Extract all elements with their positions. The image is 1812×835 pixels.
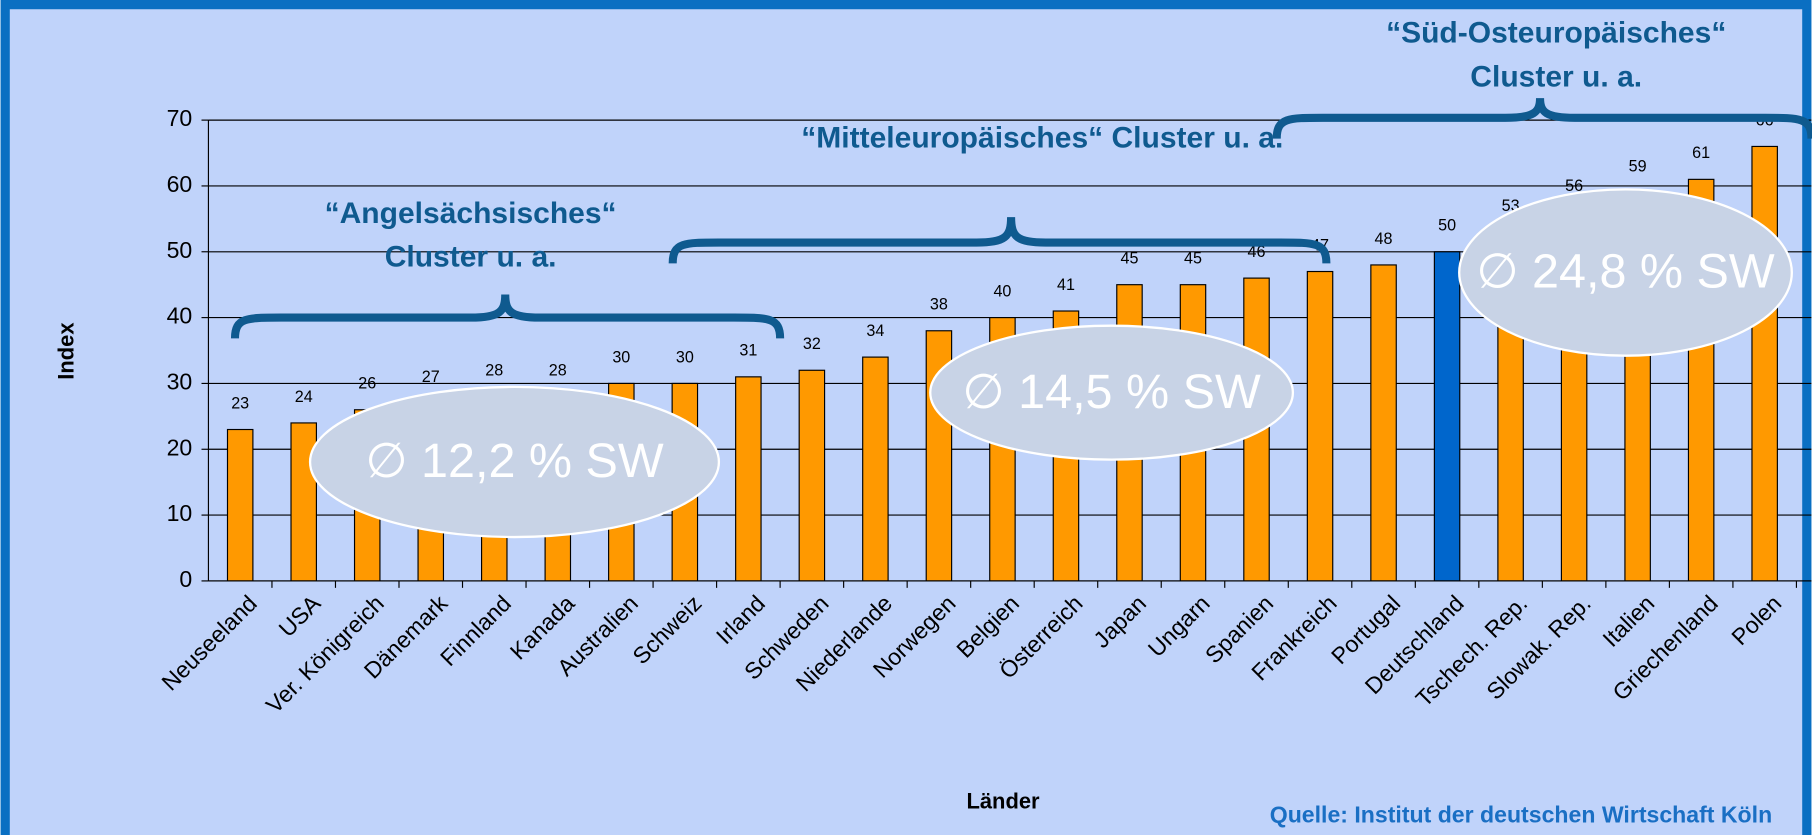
cluster-average: ∅ 12,2 % SW <box>365 434 664 488</box>
bar <box>798 369 826 582</box>
value-label: 30 <box>676 348 694 366</box>
bar <box>1751 145 1778 582</box>
value-label: 50 <box>1438 217 1456 235</box>
y-tick-label: 30 <box>167 369 193 395</box>
y-tick-label: 60 <box>167 171 193 197</box>
bar <box>1433 251 1461 582</box>
y-tick-label: 10 <box>167 500 193 526</box>
y-tick-label: 20 <box>167 434 193 460</box>
cluster-average: ∅ 24,8 % SW <box>1476 245 1775 299</box>
y-axis-label: Index <box>53 322 78 380</box>
value-label: 40 <box>993 282 1011 300</box>
cluster-brace <box>1272 97 1812 139</box>
source: Quelle: Institut der deutschen Wirtschaf… <box>1270 802 1772 828</box>
value-label: 46 <box>1248 243 1266 261</box>
value-label: 59 <box>1629 157 1647 175</box>
value-label: 45 <box>1184 250 1202 268</box>
y-tick-label: 0 <box>179 566 192 592</box>
cluster-brace <box>668 216 1331 264</box>
value-label: 30 <box>612 348 630 366</box>
cluster-label: “Süd-Osteuropäisches“ <box>1386 17 1726 50</box>
value-label: 24 <box>295 388 313 406</box>
bar <box>226 428 254 582</box>
value-label: 32 <box>803 335 821 353</box>
value-label: 28 <box>549 361 567 379</box>
value-label: 48 <box>1375 230 1393 248</box>
value-label: 61 <box>1692 144 1710 162</box>
cluster-ellipse <box>308 385 721 539</box>
value-label: 23 <box>231 394 249 412</box>
bar <box>1306 270 1334 582</box>
value-label: 27 <box>422 368 440 386</box>
y-tick-label: 70 <box>167 105 193 131</box>
value-label: 31 <box>739 342 757 360</box>
value-label: 34 <box>866 322 884 340</box>
y-tick-label: 40 <box>167 303 193 329</box>
value-label: 28 <box>485 361 503 379</box>
value-label: 56 <box>1565 177 1583 195</box>
cluster-label: “Angelsächsisches“ <box>325 197 617 230</box>
cluster-label: Cluster u. a. <box>385 241 557 274</box>
value-label: 26 <box>358 375 376 393</box>
cluster-brace <box>230 294 785 339</box>
bar <box>862 356 889 582</box>
cluster-ellipse <box>929 324 1295 461</box>
cluster-ellipse <box>1458 188 1793 357</box>
value-label: 41 <box>1057 276 1075 294</box>
bar <box>1370 264 1397 582</box>
cluster-average: ∅ 14,5 % SW <box>962 365 1261 419</box>
value-label: 38 <box>930 296 948 314</box>
bar <box>290 422 317 582</box>
cluster-label: “Mitteleuropäisches“ Cluster u. a. <box>801 122 1283 155</box>
cluster-label: Cluster u. a. <box>1470 60 1642 93</box>
y-tick-label: 50 <box>167 237 193 263</box>
x-axis-label: Länder <box>966 788 1040 813</box>
value-label: 45 <box>1120 250 1138 268</box>
bar <box>735 376 762 582</box>
